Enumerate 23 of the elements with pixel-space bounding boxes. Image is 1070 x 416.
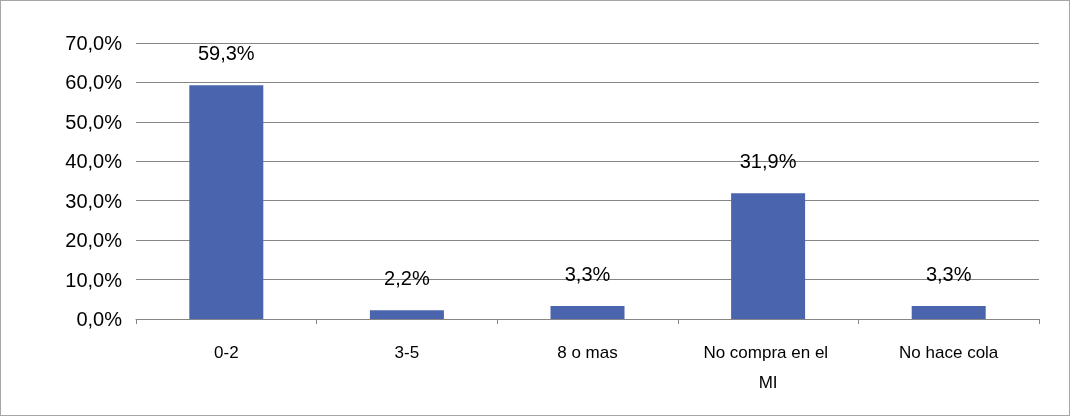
bar bbox=[550, 305, 625, 319]
bar bbox=[369, 310, 444, 319]
bar bbox=[189, 85, 264, 319]
x-tick-label: 0-2 bbox=[214, 342, 239, 362]
data-label: 3,3% bbox=[564, 262, 611, 285]
y-tick-label: 70,0% bbox=[65, 32, 123, 54]
bar bbox=[911, 305, 986, 319]
x-tick-label: No hace cola bbox=[899, 342, 999, 362]
x-tick-label: 3-5 bbox=[394, 342, 420, 362]
y-tick-label: 20,0% bbox=[65, 229, 123, 252]
y-tick-label: 40,0% bbox=[65, 150, 123, 173]
y-tick-label: 50,0% bbox=[65, 110, 123, 133]
bar bbox=[731, 193, 806, 319]
data-label: 3,3% bbox=[925, 262, 972, 285]
y-tick-label: 30,0% bbox=[65, 189, 123, 212]
data-label: 2,2% bbox=[384, 267, 430, 290]
x-tick-label: No compra en el MI bbox=[703, 342, 833, 392]
x-tick-label: 8 o mas bbox=[557, 342, 618, 362]
data-label: 59,3% bbox=[197, 42, 255, 65]
y-tick-label: 60,0% bbox=[65, 71, 123, 94]
y-tick-label: 10,0% bbox=[65, 268, 123, 291]
data-label: 31,9% bbox=[739, 150, 797, 173]
y-tick-label: 0,0% bbox=[76, 308, 123, 330]
